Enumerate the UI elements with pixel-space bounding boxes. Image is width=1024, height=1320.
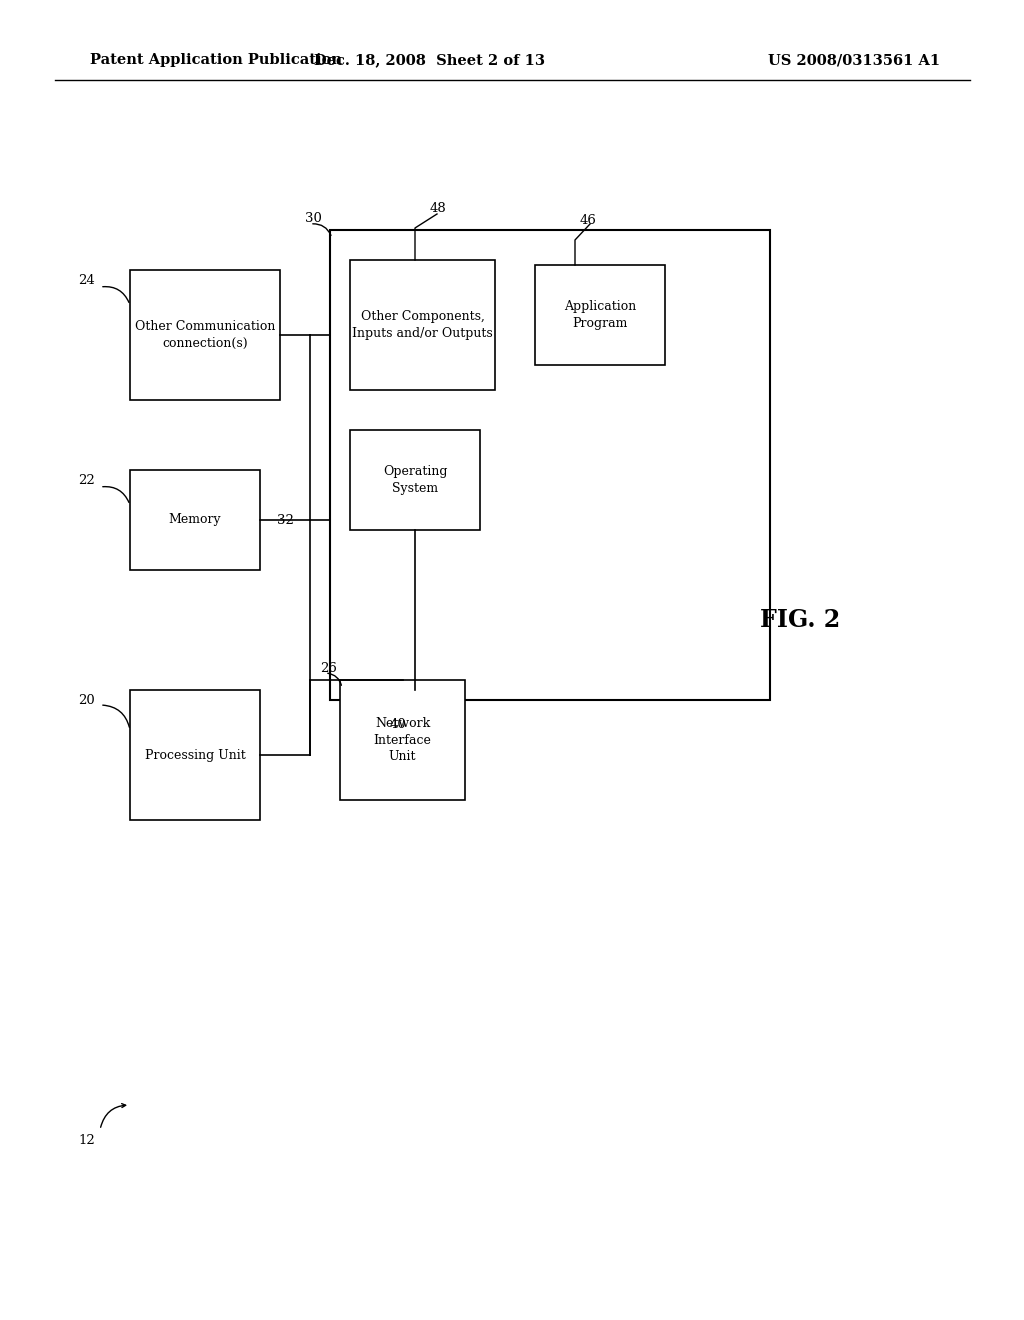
Text: Application
Program: Application Program — [564, 300, 636, 330]
Bar — [130, 271, 280, 400]
Text: 20: 20 — [78, 693, 95, 706]
Text: 46: 46 — [580, 214, 597, 227]
FancyArrowPatch shape — [312, 224, 331, 235]
Text: Network
Interface
Unit: Network Interface Unit — [374, 717, 431, 763]
Bar — [350, 260, 495, 389]
Text: Memory: Memory — [169, 513, 221, 527]
Text: Other Components,
Inputs and/or Outputs: Other Components, Inputs and/or Outputs — [352, 310, 493, 339]
Text: Processing Unit: Processing Unit — [144, 748, 246, 762]
FancyArrowPatch shape — [102, 705, 129, 727]
Bar — [330, 230, 770, 700]
Bar — [350, 430, 480, 531]
Bar — [340, 680, 465, 800]
Text: 48: 48 — [430, 202, 446, 214]
Bar — [535, 265, 665, 366]
Text: FIG. 2: FIG. 2 — [760, 609, 840, 632]
Bar — [130, 690, 260, 820]
Text: 32: 32 — [278, 513, 294, 527]
FancyArrowPatch shape — [328, 673, 341, 685]
FancyArrowPatch shape — [102, 286, 129, 302]
Text: 12: 12 — [78, 1134, 95, 1147]
Text: Operating
System: Operating System — [383, 465, 447, 495]
Text: 24: 24 — [78, 273, 95, 286]
Text: 22: 22 — [78, 474, 95, 487]
Text: Dec. 18, 2008  Sheet 2 of 13: Dec. 18, 2008 Sheet 2 of 13 — [314, 53, 546, 67]
Text: 26: 26 — [319, 661, 337, 675]
Text: US 2008/0313561 A1: US 2008/0313561 A1 — [768, 53, 940, 67]
Text: Patent Application Publication: Patent Application Publication — [90, 53, 342, 67]
FancyArrowPatch shape — [100, 1104, 126, 1127]
Text: 40: 40 — [390, 718, 407, 731]
FancyArrowPatch shape — [102, 487, 129, 503]
Text: Other Communication
connection(s): Other Communication connection(s) — [135, 321, 275, 350]
Text: 30: 30 — [305, 211, 322, 224]
Bar — [130, 470, 260, 570]
